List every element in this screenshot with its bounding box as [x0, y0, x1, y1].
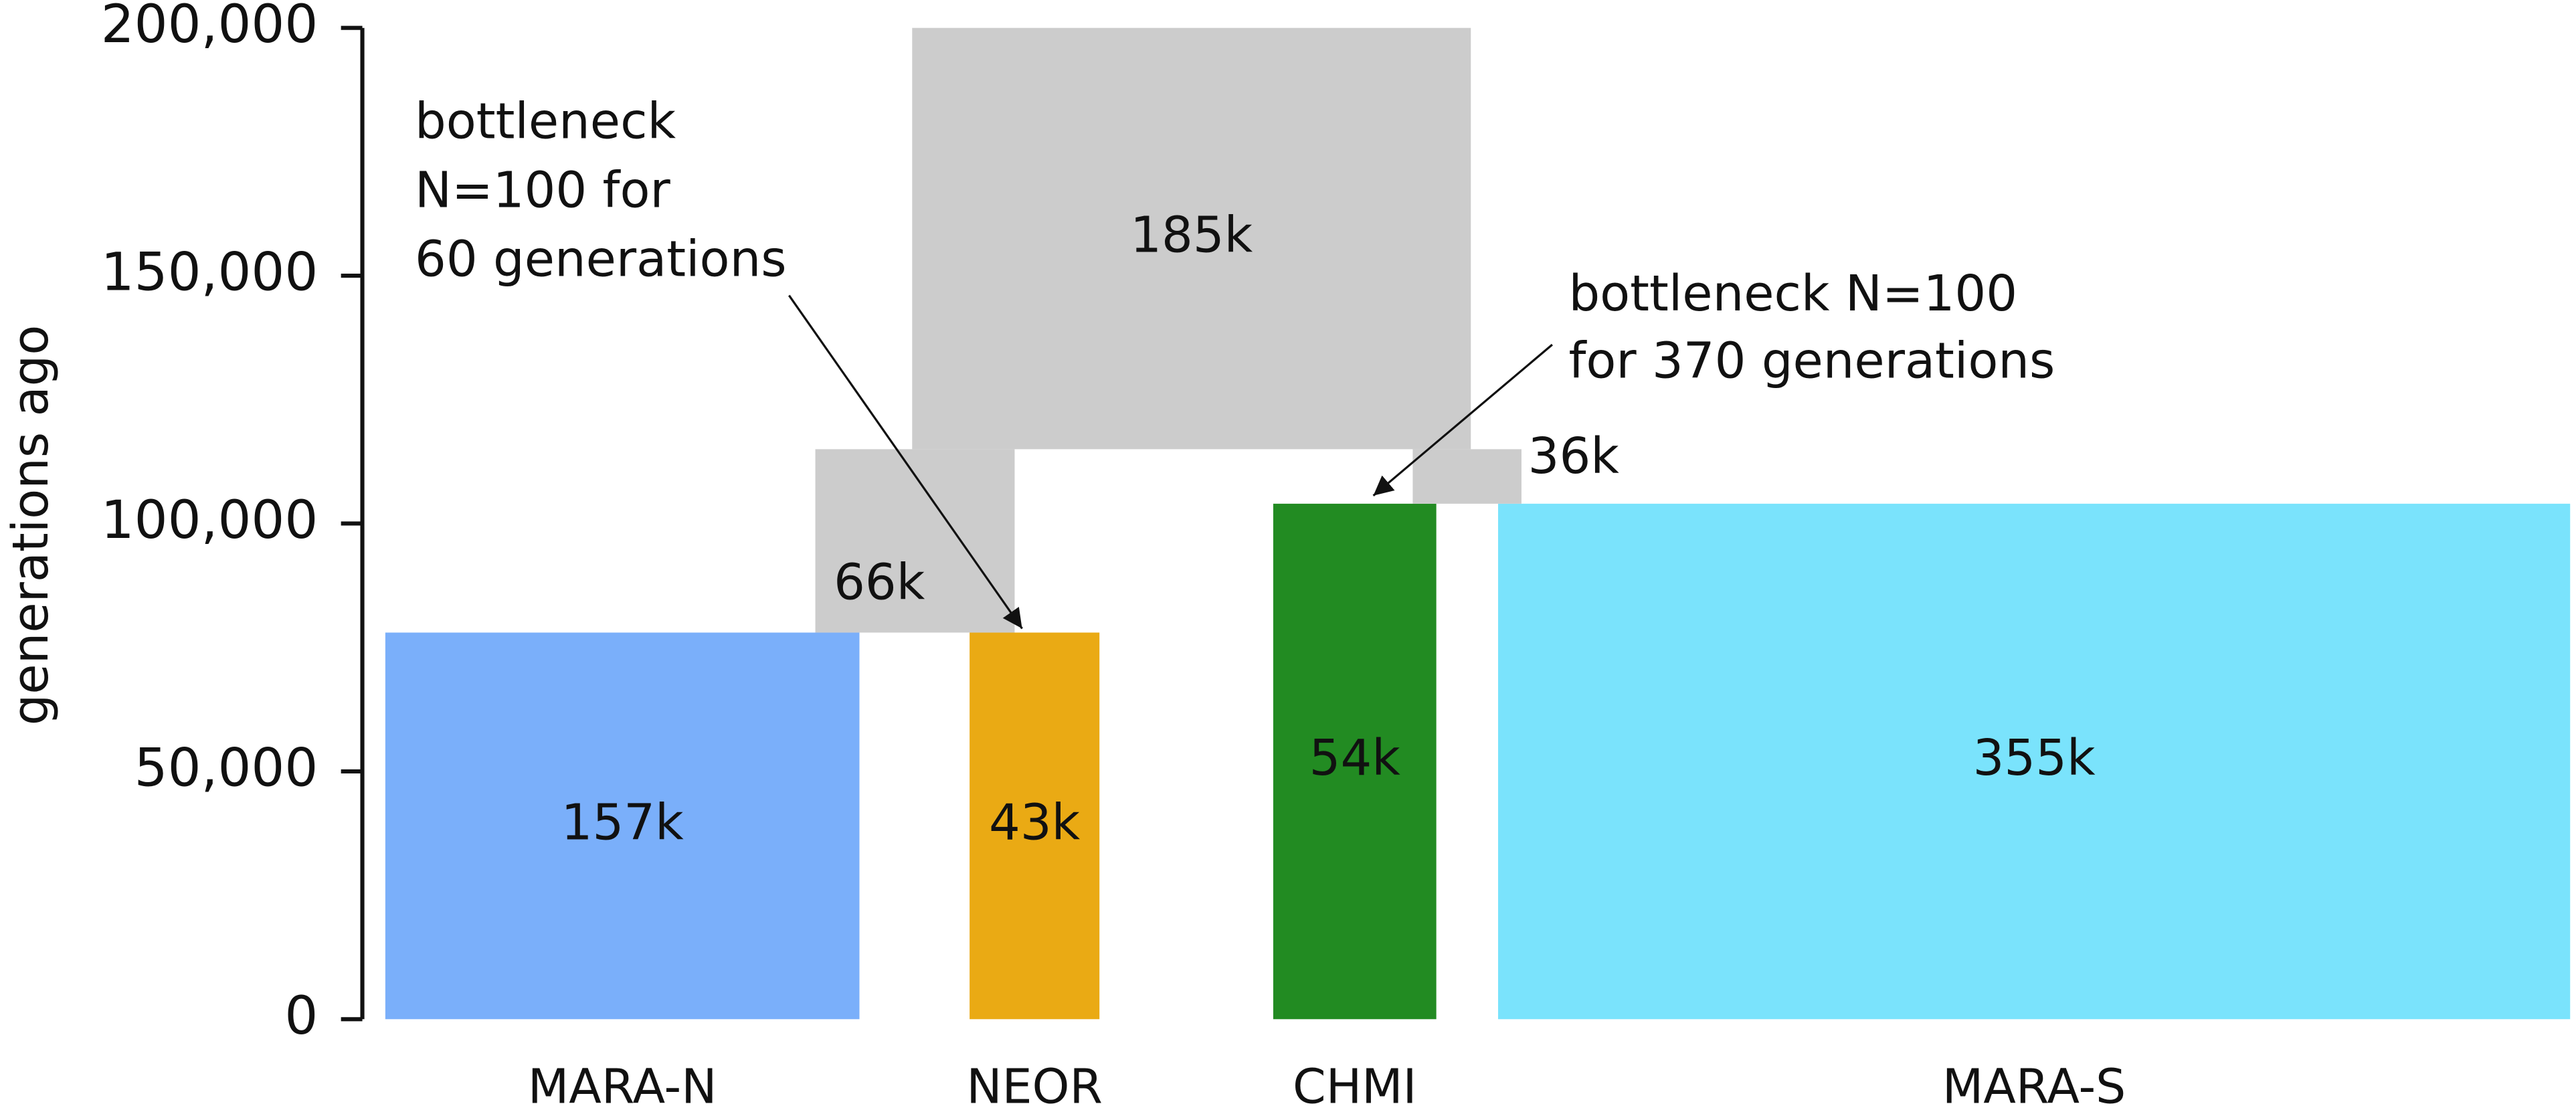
deme-block [385, 632, 860, 1020]
y-tick-label: 50,000 [134, 737, 318, 798]
deme-block [912, 27, 1471, 450]
size-label: 355k [1973, 730, 2096, 787]
deme-name: NEOR [966, 1058, 1103, 1114]
size-label: 43k [989, 794, 1081, 851]
size-label: 36k [1528, 428, 1620, 485]
annotation-text: for 370 generations [1568, 333, 2055, 390]
annotation-text: bottleneck [415, 93, 676, 150]
annotation-text: bottleneck N=100 [1568, 266, 2017, 322]
deme-block [970, 632, 1100, 1020]
annotation-arrow [1372, 343, 1553, 497]
size-label: 185k [1130, 207, 1253, 264]
deme-block [815, 449, 1015, 633]
y-tick-label: 0 [284, 985, 318, 1046]
size-label: 157k [561, 794, 684, 851]
y-tick-label: 150,000 [101, 242, 318, 303]
annotation-text: 60 generations [415, 231, 787, 288]
size-label: 66k [834, 555, 925, 612]
deme-name: MARA-S [1942, 1058, 2126, 1114]
deme-block [1273, 503, 1437, 1020]
annotation-arrow [788, 294, 1023, 630]
deme-name: MARA-N [528, 1058, 717, 1114]
y-axis-label: generations ago [3, 325, 60, 726]
deme-name: CHMI [1293, 1058, 1417, 1114]
y-tick-label: 200,000 [101, 0, 318, 55]
size-label: 54k [1309, 730, 1401, 787]
y-tick-label: 100,000 [101, 489, 318, 551]
annotation-text: N=100 for [415, 162, 670, 219]
deme-block [1412, 449, 1522, 504]
deme-block [1497, 503, 2571, 1020]
